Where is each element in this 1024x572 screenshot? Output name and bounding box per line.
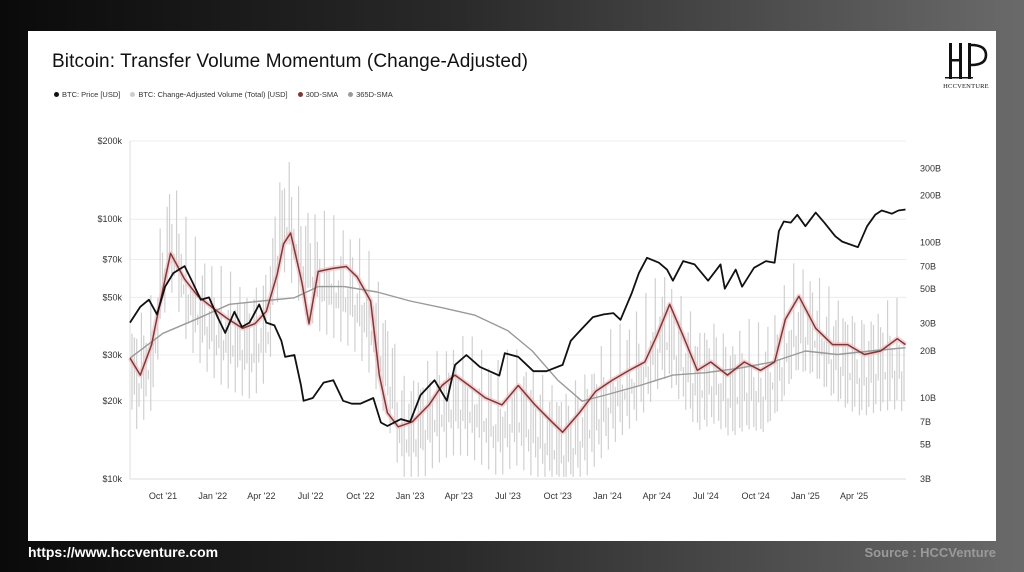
x-tick-6: Apr '23 [445, 491, 473, 501]
y-right-tick-8: 100B [920, 237, 941, 247]
legend-price-dot [54, 92, 59, 97]
x-tick-0: Oct '21 [149, 491, 177, 501]
x-tick-3: Jul '22 [298, 491, 324, 501]
legend-volume-dot [130, 92, 136, 97]
y-left-tick-6: $200k [97, 136, 122, 146]
logo-text: HCCVENTURE [943, 83, 989, 90]
x-tick-1: Jan '22 [198, 491, 227, 501]
x-tick-8: Oct '23 [544, 491, 572, 501]
y-left-tick-0: $10k [102, 474, 122, 484]
y-right-tick-9: 200B [920, 191, 941, 201]
y-right-tick-0: 3B [920, 474, 931, 484]
chart-title: Bitcoin: Transfer Volume Momentum (Chang… [52, 51, 529, 72]
x-tick-14: Apr '25 [840, 491, 868, 501]
chart-card: Bitcoin: Transfer Volume Momentum (Chang… [28, 31, 996, 541]
x-tick-13: Jan '25 [791, 491, 820, 501]
x-tick-10: Apr '24 [643, 491, 671, 501]
legend-item-sma30[interactable]: 30D-SMA [297, 90, 339, 99]
hcc-logo-icon: HCCVENTURE [940, 41, 992, 90]
y-right-tick-7: 70B [920, 262, 936, 272]
legend: BTC: Price [USD] BTC: Change-Adjusted Vo… [54, 90, 393, 99]
sma365-line [129, 285, 906, 402]
y-left-tick-5: $100k [97, 214, 122, 224]
x-tick-2: Apr '22 [247, 491, 275, 501]
footer-url[interactable]: https://www.hccventure.com [28, 544, 219, 560]
legend-volume-label: BTC: Change-Adjusted Volume (Total) [USD… [138, 90, 288, 99]
footer-source: Source : HCCVenture [864, 545, 996, 560]
legend-sma30-dot [297, 92, 303, 97]
y-right-tick-3: 10B [920, 393, 936, 403]
legend-sma365-dot [348, 92, 354, 97]
price-line [129, 208, 906, 427]
x-tick-12: Oct '24 [742, 491, 770, 501]
y-left-tick-4: $70k [102, 254, 122, 264]
y-right-tick-2: 7B [920, 417, 931, 427]
y-left-tick-2: $30k [102, 350, 122, 360]
y-left-tick-3: $50k [102, 292, 122, 302]
y-left-tick-1: $20k [102, 396, 122, 406]
y-right-tick-10: 300B [920, 163, 941, 173]
y-right-tick-4: 20B [920, 346, 936, 356]
x-tick-7: Jul '23 [495, 491, 521, 501]
y-right-tick-5: 30B [920, 319, 936, 329]
legend-item-volume[interactable]: BTC: Change-Adjusted Volume (Total) [USD… [130, 90, 288, 99]
y-right-tick-6: 50B [920, 284, 936, 294]
legend-item-sma365[interactable]: 365D-SMA [348, 90, 393, 99]
x-tick-9: Jan '24 [593, 491, 622, 501]
y-right-tick-1: 5B [920, 440, 931, 450]
chart-svg: $10k $20k $30k $50k $70k $100k $200k 3B 5B 7B 10B 2… [97, 136, 941, 501]
legend-sma365-label: 365D-SMA [356, 90, 393, 99]
legend-price-label: BTC: Price [USD] [62, 90, 121, 99]
x-tick-4: Oct '22 [346, 491, 374, 501]
x-tick-11: Jul '24 [693, 491, 719, 501]
sma30-line [129, 232, 906, 433]
legend-sma30-label: 30D-SMA [305, 90, 339, 99]
x-tick-5: Jan '23 [396, 491, 425, 501]
legend-item-price[interactable]: BTC: Price [USD] [54, 90, 120, 99]
